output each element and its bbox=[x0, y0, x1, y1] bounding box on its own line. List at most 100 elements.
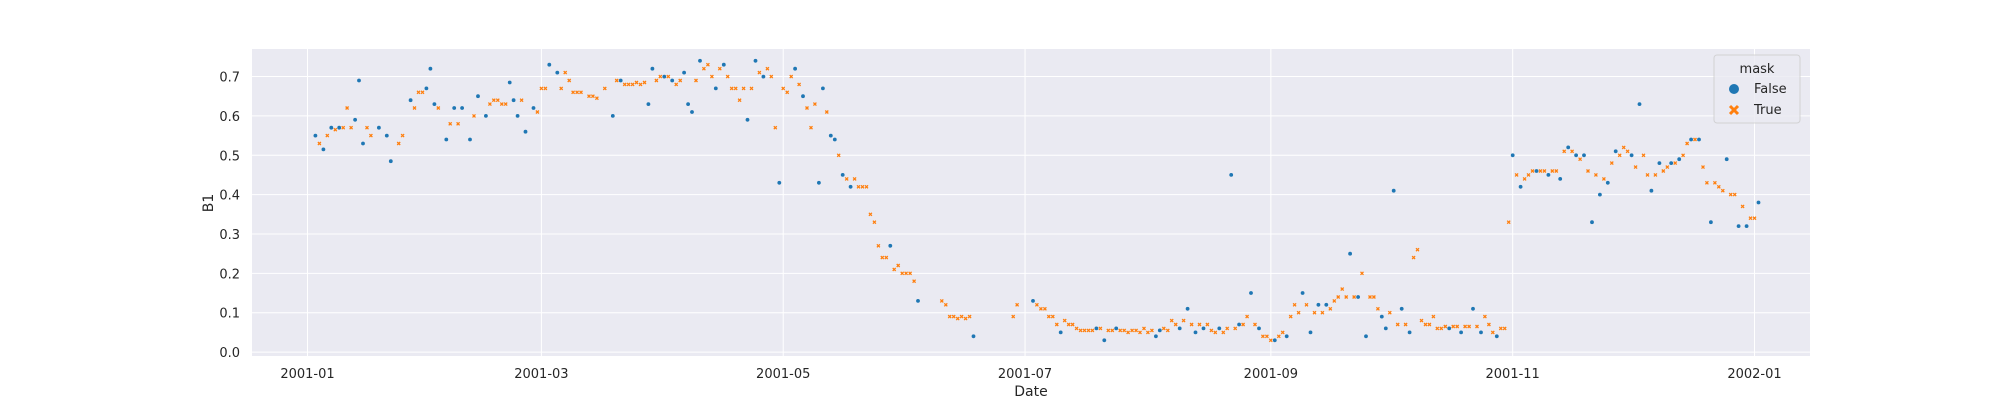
data-point-false bbox=[452, 106, 457, 110]
data-point-true bbox=[1074, 326, 1079, 331]
data-point-true bbox=[1625, 149, 1630, 154]
data-point-true bbox=[733, 86, 738, 91]
data-point-false bbox=[357, 78, 361, 83]
data-point-true bbox=[1554, 169, 1559, 173]
data-point-true bbox=[666, 74, 671, 79]
data-point-false bbox=[1546, 173, 1551, 177]
data-point-true bbox=[543, 86, 548, 91]
data-point-true bbox=[1126, 330, 1131, 335]
data-point-true bbox=[1050, 314, 1055, 319]
data-point-true bbox=[812, 102, 817, 107]
data-point-false bbox=[971, 334, 976, 339]
data-point-true bbox=[1320, 310, 1325, 315]
data-point-false bbox=[1316, 302, 1321, 307]
data-point-true bbox=[892, 267, 897, 272]
data-point-true bbox=[769, 74, 774, 79]
data-point-true bbox=[864, 184, 869, 189]
data-point-false bbox=[1724, 157, 1729, 162]
data-point-true bbox=[571, 90, 576, 95]
data-point-false bbox=[1031, 299, 1035, 303]
data-point-true bbox=[1122, 328, 1127, 333]
data-point-true bbox=[1641, 153, 1646, 158]
data-point-false bbox=[547, 62, 552, 67]
data-point-true bbox=[1443, 324, 1448, 329]
data-point-true bbox=[1015, 302, 1020, 307]
data-point-true bbox=[789, 74, 794, 79]
data-point-false bbox=[1637, 102, 1642, 106]
legend-title: mask bbox=[1740, 62, 1775, 77]
y-tick-label: 0.2 bbox=[219, 267, 240, 282]
x-tick-label: 2001-01 bbox=[280, 367, 334, 382]
data-point-true bbox=[400, 133, 405, 138]
data-point-true bbox=[1435, 326, 1440, 331]
data-point-true bbox=[1241, 322, 1246, 327]
data-point-true bbox=[1233, 326, 1238, 331]
data-point-false bbox=[1697, 137, 1701, 142]
data-point-false bbox=[1736, 224, 1741, 229]
data-point-false bbox=[848, 184, 853, 189]
data-point-true bbox=[1486, 322, 1491, 327]
data-point-true bbox=[1455, 324, 1460, 329]
data-point-true bbox=[325, 133, 330, 138]
data-point-false bbox=[515, 114, 520, 118]
legend-false-marker bbox=[1729, 84, 1739, 94]
data-point-true bbox=[1728, 192, 1733, 197]
data-point-true bbox=[1752, 216, 1757, 221]
y-grid-lines bbox=[252, 76, 1810, 353]
data-point-false bbox=[1590, 220, 1594, 225]
x-tick-label: 2001-11 bbox=[1486, 367, 1540, 382]
data-point-true bbox=[824, 110, 829, 114]
data-point-true bbox=[1181, 318, 1186, 323]
data-point-false bbox=[337, 125, 342, 130]
data-point-true bbox=[491, 98, 496, 103]
data-point-true bbox=[1288, 314, 1293, 319]
data-point-true bbox=[614, 78, 619, 83]
data-point-true bbox=[709, 74, 714, 79]
data-point-true bbox=[1189, 322, 1194, 327]
data-point-true bbox=[785, 90, 790, 95]
data-point-true bbox=[1264, 334, 1269, 339]
data-point-true bbox=[1578, 157, 1583, 162]
data-point-true bbox=[1011, 314, 1016, 319]
data-point-false bbox=[1257, 326, 1261, 331]
data-point-true bbox=[368, 133, 373, 138]
data-point-false bbox=[650, 66, 655, 71]
data-point-false bbox=[686, 102, 690, 106]
data-point-false bbox=[1744, 224, 1749, 229]
y-tick-label: 0.6 bbox=[219, 110, 240, 125]
data-point-true bbox=[1086, 328, 1091, 333]
data-point-false bbox=[361, 141, 365, 146]
data-point-true bbox=[884, 255, 889, 260]
data-point-true bbox=[1340, 287, 1345, 292]
data-point-false bbox=[1669, 161, 1674, 166]
data-point-true bbox=[749, 86, 754, 91]
data-point-false bbox=[793, 66, 797, 71]
data-point-false bbox=[1379, 314, 1384, 319]
x-tick-label: 2001-09 bbox=[1244, 367, 1298, 382]
data-point-true bbox=[412, 106, 417, 110]
data-point-true bbox=[1209, 328, 1214, 333]
data-point-false bbox=[1217, 326, 1222, 331]
data-point-true bbox=[1716, 184, 1721, 189]
data-point-true bbox=[1609, 161, 1614, 166]
data-point-false bbox=[476, 94, 480, 99]
data-point-true bbox=[1693, 137, 1697, 142]
data-point-true bbox=[1395, 322, 1400, 327]
data-point-false bbox=[832, 137, 837, 142]
x-axis-label: Date bbox=[1014, 384, 1047, 400]
data-point-true bbox=[1253, 322, 1257, 327]
data-point-true bbox=[1673, 161, 1678, 166]
data-point-false bbox=[1114, 326, 1119, 331]
y-tick-label: 0.1 bbox=[219, 307, 240, 322]
data-point-false bbox=[801, 94, 805, 99]
data-point-false bbox=[1237, 322, 1241, 327]
data-point-false bbox=[1657, 161, 1662, 166]
data-point-false bbox=[761, 74, 766, 79]
data-point-true bbox=[1498, 326, 1503, 331]
data-point-true bbox=[1748, 216, 1753, 221]
data-point-true bbox=[1110, 328, 1115, 333]
data-point-true bbox=[1490, 330, 1495, 335]
data-point-false bbox=[1518, 184, 1523, 189]
data-point-true bbox=[1082, 328, 1087, 333]
data-point-true bbox=[634, 80, 639, 85]
